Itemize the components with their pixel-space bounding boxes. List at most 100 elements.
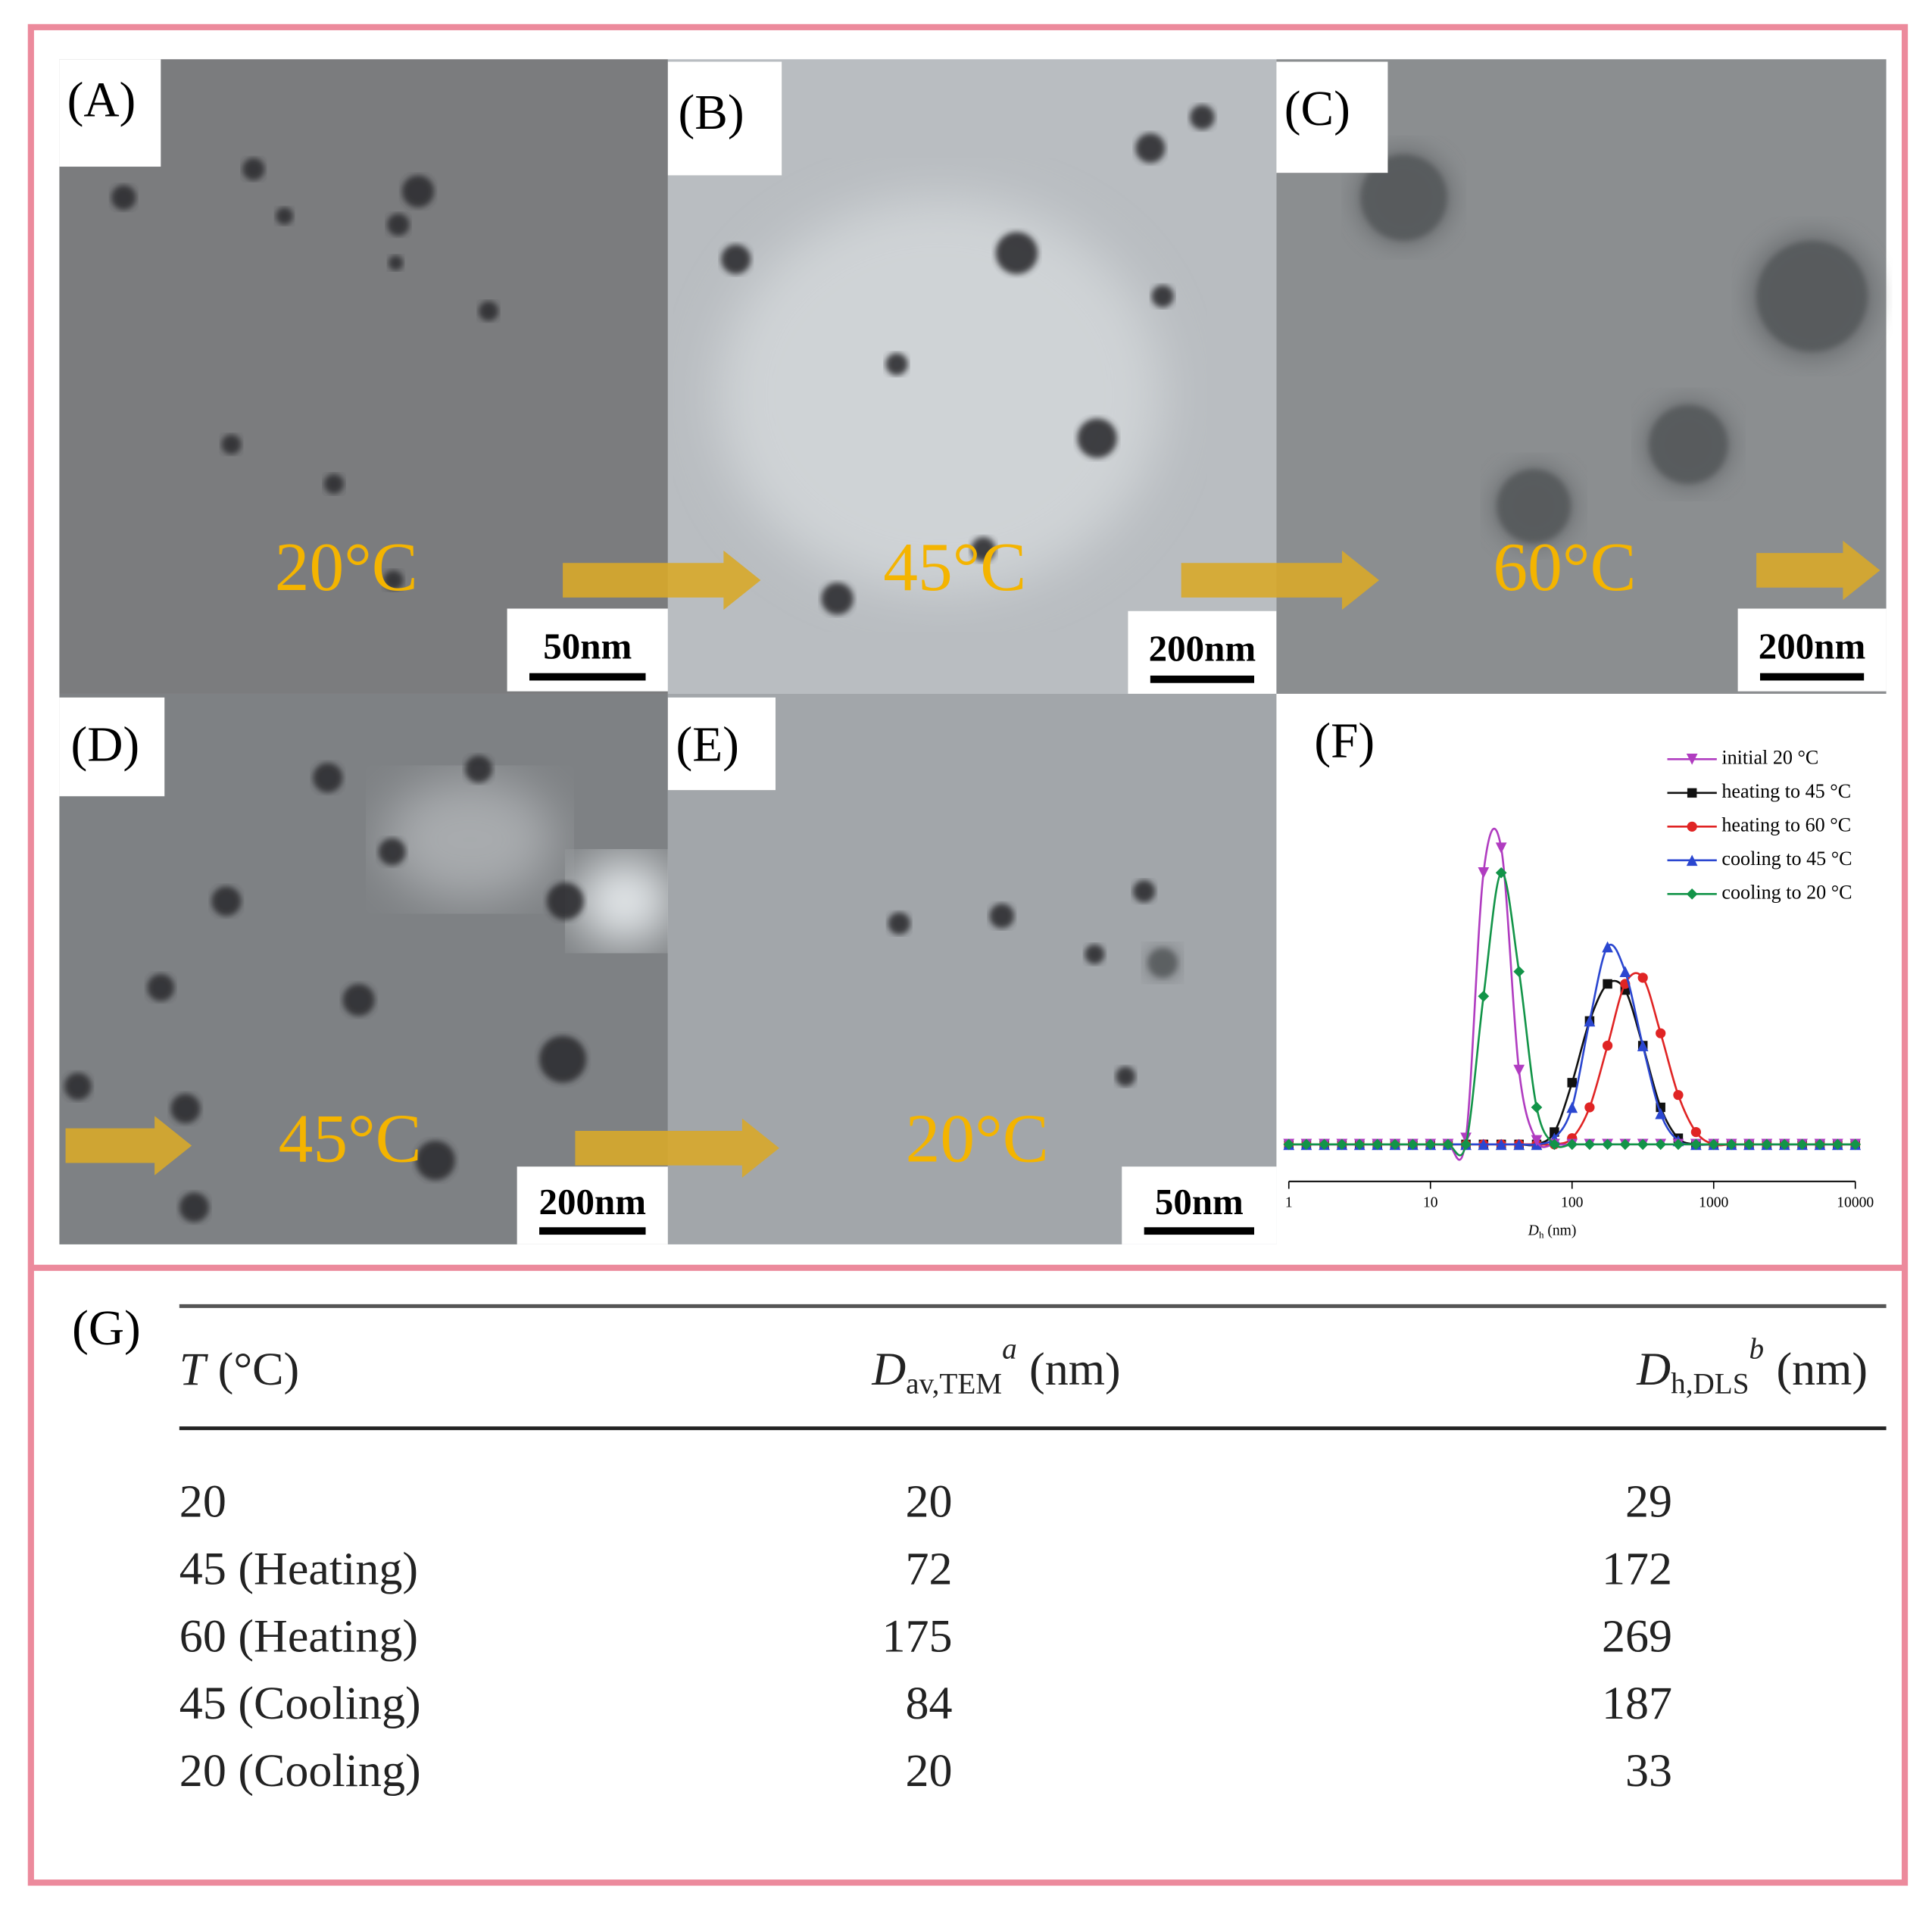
particle — [989, 904, 1015, 929]
legend-label: cooling to 45 °C — [1721, 848, 1852, 870]
marker — [1283, 1138, 1295, 1151]
table: (G) T (°C) Dav,TEMa (nm) Dh,DLSb (nm) 20 20 29 45 … — [72, 1301, 1887, 1797]
particle — [1147, 948, 1178, 978]
particle — [111, 185, 136, 211]
particle — [888, 912, 911, 935]
scale-label: 50nm — [1155, 1181, 1244, 1222]
label-box — [59, 59, 161, 167]
marker — [1567, 1078, 1577, 1088]
particle — [342, 983, 375, 1016]
scale-bar — [529, 673, 646, 681]
marker — [1725, 1138, 1737, 1151]
cell: 20 (Cooling) — [179, 1745, 421, 1797]
frame — [27, 23, 1909, 1886]
marker — [1372, 1138, 1384, 1151]
panel-label: (F) — [1314, 714, 1375, 768]
scale-label: 200nm — [539, 1181, 647, 1222]
particle — [479, 301, 499, 321]
panel-label: (E) — [676, 717, 738, 772]
marker — [1425, 1138, 1437, 1151]
particle — [1190, 105, 1215, 130]
marker — [1319, 1138, 1330, 1151]
marker — [1566, 1101, 1578, 1113]
particle — [383, 570, 404, 591]
particle — [539, 1035, 587, 1083]
marker — [1690, 1138, 1702, 1151]
panel-label: (A) — [67, 73, 136, 128]
marker — [1849, 1138, 1862, 1151]
scale-bar — [1144, 1227, 1255, 1235]
x-label-subscript: h — [1539, 1229, 1544, 1240]
scale-label: 200nm — [1759, 625, 1866, 667]
temperature: 45°C — [279, 1101, 422, 1177]
scale-bar — [1759, 673, 1865, 681]
cell: 20 — [179, 1476, 226, 1528]
particle — [1756, 240, 1868, 352]
particle — [378, 838, 406, 866]
label-box — [1276, 61, 1388, 173]
marker — [1637, 1040, 1649, 1051]
particle — [1077, 418, 1117, 458]
cell: 20 — [905, 1745, 952, 1797]
marker — [1389, 1138, 1401, 1151]
arrow — [1756, 540, 1881, 601]
marker — [1513, 1064, 1525, 1076]
particle — [885, 353, 908, 376]
legend-label: heating to 60 °C — [1721, 813, 1851, 835]
marker — [1602, 1040, 1613, 1051]
arrow — [65, 1116, 192, 1176]
scale-bar — [539, 1227, 646, 1235]
particle — [387, 213, 410, 236]
particle — [1132, 880, 1156, 903]
marker — [1832, 1138, 1843, 1151]
particle — [465, 755, 492, 783]
cell: 187 — [1602, 1678, 1672, 1729]
marker — [1460, 1138, 1472, 1151]
particle — [64, 1073, 92, 1101]
x-axis-label: Dh (nm) — [1528, 1223, 1577, 1240]
temperature: 20°C — [906, 1101, 1049, 1177]
marker — [1460, 1132, 1472, 1144]
particle — [276, 207, 294, 225]
legend-marker — [1686, 754, 1698, 765]
particle — [971, 536, 996, 562]
arrow — [563, 550, 761, 610]
marker — [1495, 1138, 1507, 1151]
marker — [1602, 941, 1613, 953]
panel-label: (C) — [1284, 82, 1350, 136]
panels: (A) 20°C 50nm (B) 45°C 200nm (C) 60°C 200nm (D) 45… — [59, 59, 1887, 1797]
cell: 33 — [1625, 1745, 1672, 1797]
cell: 29 — [1625, 1476, 1672, 1528]
legend-label: cooling to 20 °C — [1721, 881, 1852, 903]
particle — [323, 473, 345, 494]
legend-label: initial 20 °C — [1721, 746, 1818, 768]
particle — [313, 763, 343, 793]
marker — [1619, 966, 1631, 978]
marker — [1603, 979, 1612, 989]
legend-label: heating to 45 °C — [1721, 780, 1851, 802]
column-header: Dh,DLSb (nm) — [1636, 1333, 1868, 1400]
x-label-unit: (nm) — [1547, 1223, 1576, 1239]
particle — [179, 1192, 210, 1222]
marker — [1796, 1138, 1808, 1151]
particle — [546, 882, 584, 920]
legend-marker — [1687, 788, 1697, 798]
cell: 45 (Heating) — [179, 1543, 418, 1594]
bright-patch — [575, 857, 675, 945]
bright-patch — [717, 197, 1163, 593]
particle — [147, 973, 175, 1001]
marker — [1690, 1126, 1701, 1138]
cell: 175 — [882, 1610, 952, 1662]
label-box — [667, 61, 782, 176]
cell: 20 — [905, 1476, 952, 1528]
particle — [1360, 154, 1447, 241]
particle — [721, 244, 751, 274]
particle — [170, 1094, 201, 1124]
header-unit: (°C) — [218, 1344, 300, 1395]
marker — [1778, 1138, 1790, 1151]
header-symbol: T — [179, 1344, 209, 1395]
x-tick-label: 1 — [1285, 1195, 1293, 1211]
header-unit: (nm) — [1029, 1344, 1121, 1395]
tem-image: (D) 45°C 200nm — [59, 693, 675, 1244]
